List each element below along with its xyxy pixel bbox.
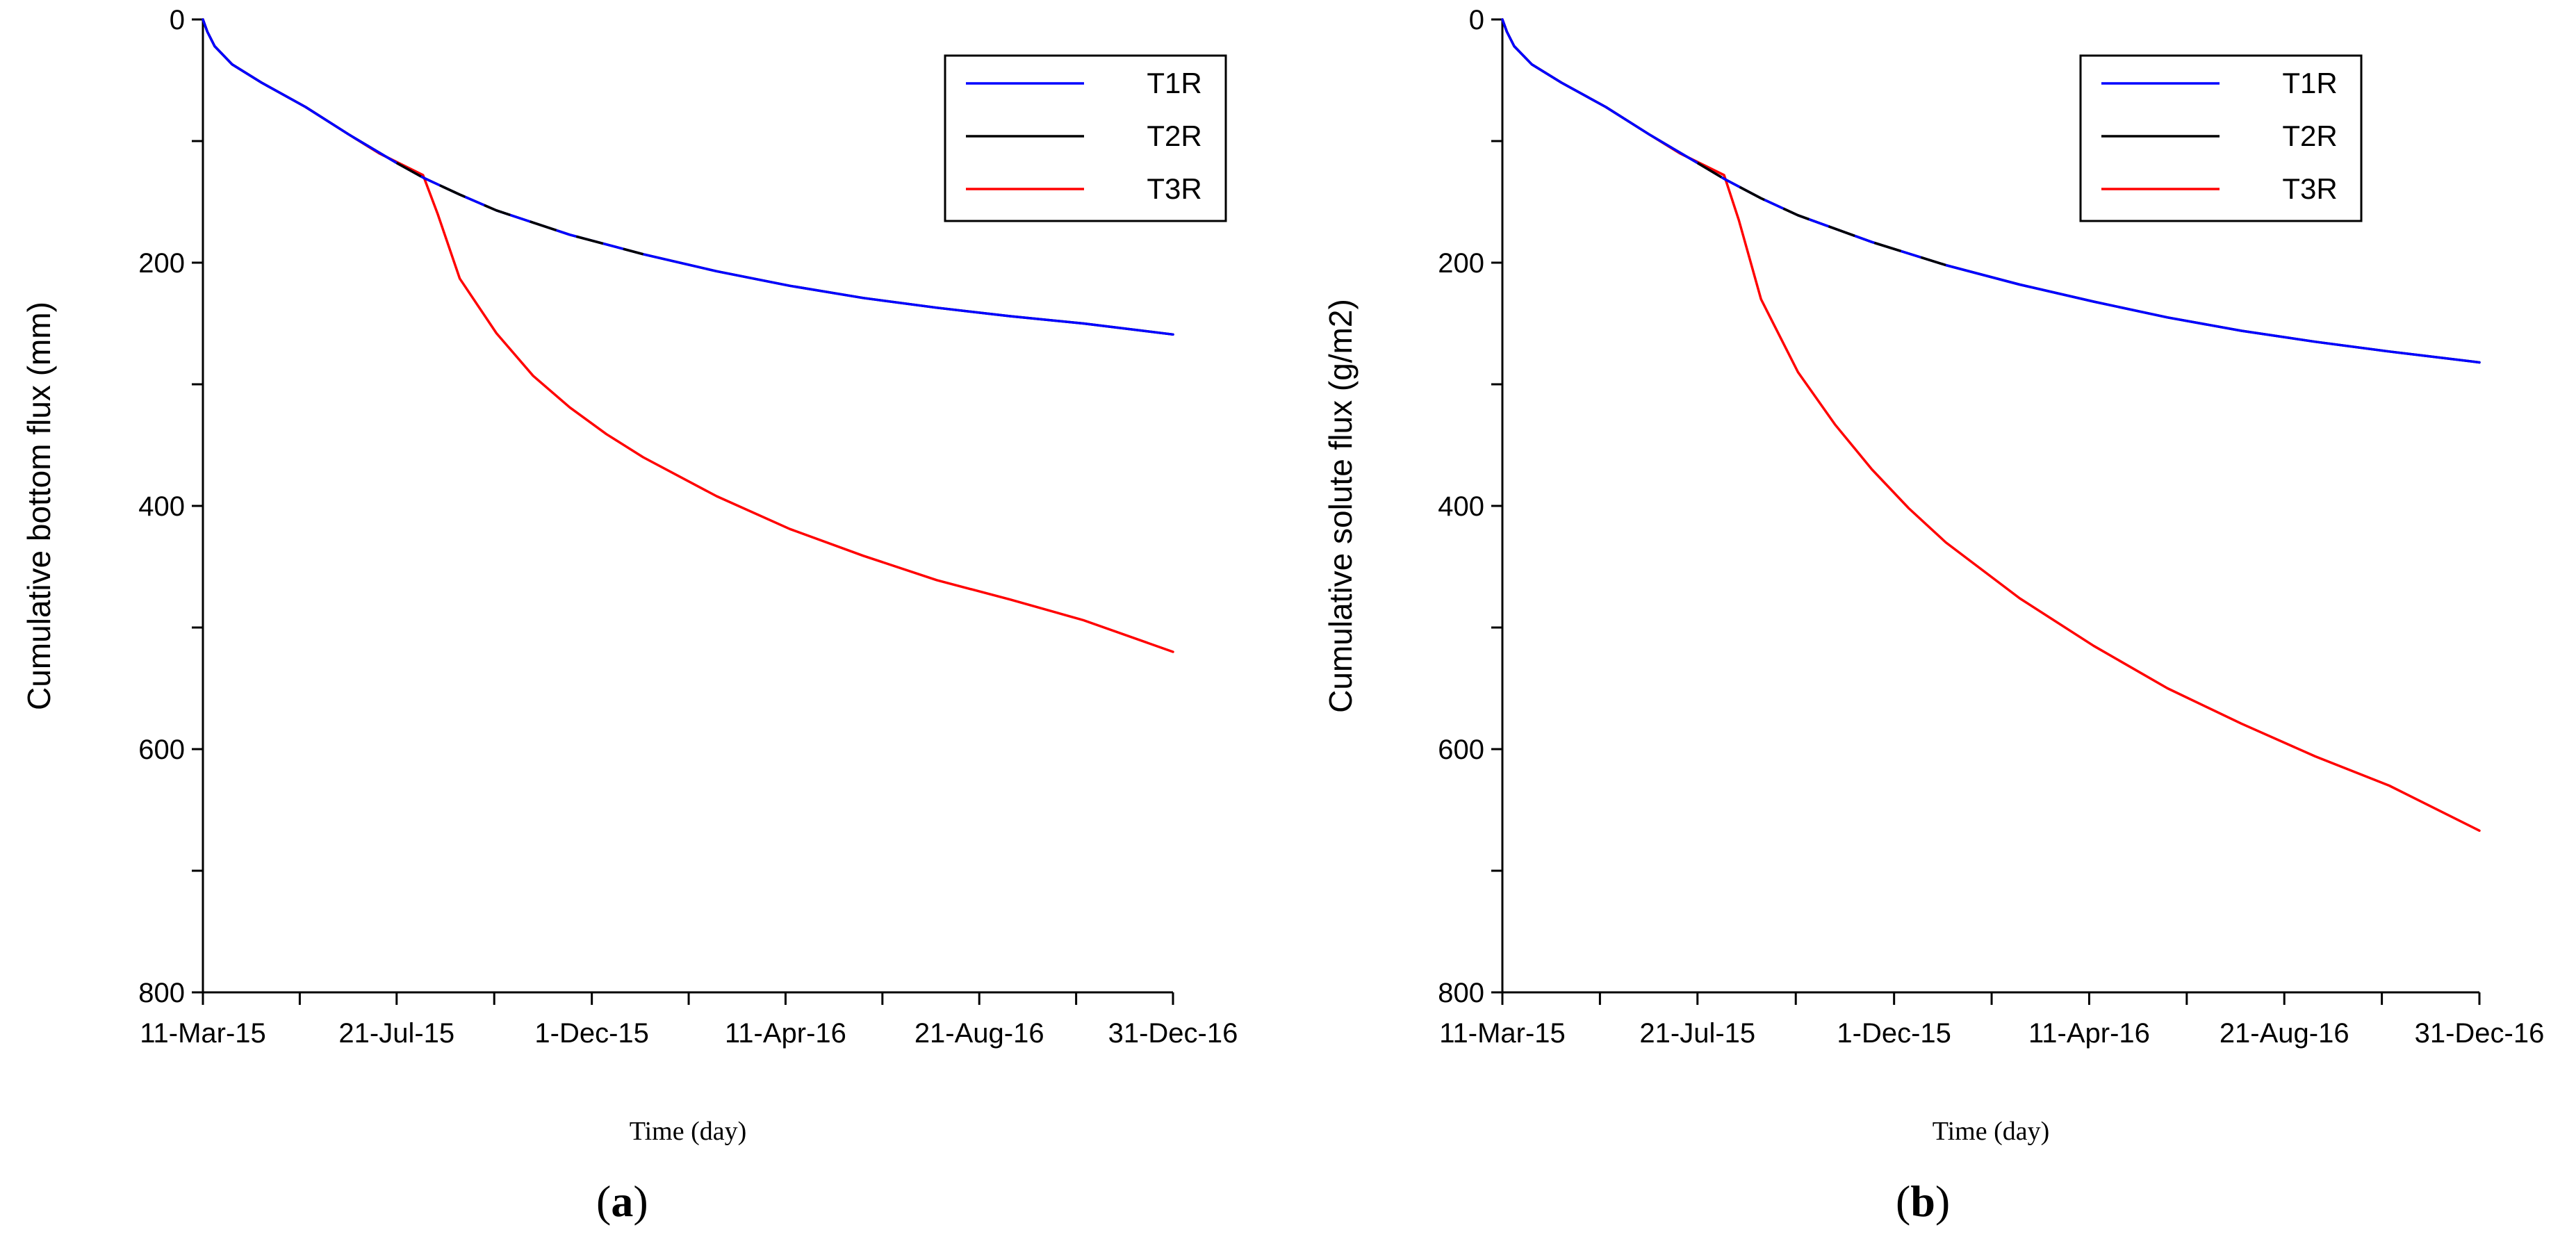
- y-tick-label: 200: [138, 248, 185, 279]
- x-tick-label: 21-Jul-15: [1639, 1018, 1755, 1049]
- x-tick-label: 11-Apr-16: [725, 1018, 846, 1049]
- x-tick-label: 21-Aug-16: [914, 1018, 1044, 1049]
- legend-label-t1r: T1R: [1147, 67, 1201, 99]
- y-tick-label: 800: [138, 978, 185, 1008]
- series-line-t2r-overlay: [395, 161, 644, 256]
- x-tick-label: 31-Dec-16: [2415, 1018, 2545, 1049]
- legend-label-t1r: T1R: [2282, 67, 2337, 99]
- x-axis-label: Time (day): [1933, 1117, 2050, 1146]
- legend-label-t2r: T2R: [1147, 120, 1201, 152]
- y-tick-label: 200: [1438, 248, 1484, 279]
- panel-label-b-letter: b: [1910, 1177, 1935, 1226]
- series-line-t2r-overlay: [1696, 161, 1946, 267]
- x-tick-label: 21-Jul-15: [338, 1018, 454, 1049]
- y-axis-label: Cumulative solute flux (g/m2): [1322, 299, 1359, 713]
- y-tick-label: 0: [1469, 5, 1484, 35]
- chart-panel-a: 0 200 400 600 800 11-Mar-15 21-Jul-15 1-Dec-15 1…: [21, 5, 1238, 1146]
- x-tick-label: 31-Dec-16: [1108, 1018, 1238, 1049]
- y-tick-label: 800: [1438, 978, 1484, 1008]
- legend: T1R T2R T3R: [2079, 54, 2363, 222]
- series-line-t1r: [202, 18, 1174, 336]
- y-tick-label: 600: [1438, 735, 1484, 765]
- x-tick-label: 1-Dec-15: [534, 1018, 649, 1049]
- y-tick-label: 600: [138, 735, 185, 765]
- legend-label-t2r: T2R: [2282, 120, 2337, 152]
- x-tick-label: 21-Aug-16: [2220, 1018, 2349, 1049]
- x-tick-label: 1-Dec-15: [1837, 1018, 1951, 1049]
- series-line-t1r: [1501, 18, 2481, 364]
- legend-label-t3r: T3R: [2282, 172, 2337, 205]
- x-tick-label: 11-Mar-15: [140, 1018, 266, 1049]
- panel-label-b: (b): [1896, 1177, 1951, 1226]
- y-axis-label: Cumulative bottom flux (mm): [21, 302, 57, 710]
- panel-label-a: (a): [596, 1177, 648, 1226]
- y-tick-label: 0: [170, 5, 185, 35]
- panel-label-a-letter: a: [611, 1177, 634, 1226]
- x-axis-label: Time (day): [630, 1117, 747, 1146]
- y-tick-label: 400: [138, 491, 185, 522]
- y-tick-label: 400: [1438, 491, 1484, 522]
- chart-panel-b: 0 200 400 600 800 11-Mar-15 21-Jul-15 1-Dec-15 1…: [1322, 5, 2544, 1146]
- x-tick-label: 11-Mar-15: [1439, 1018, 1566, 1049]
- legend: T1R T2R T3R: [944, 54, 1227, 222]
- legend-label-t3r: T3R: [1147, 172, 1201, 205]
- x-tick-label: 11-Apr-16: [2028, 1018, 2150, 1049]
